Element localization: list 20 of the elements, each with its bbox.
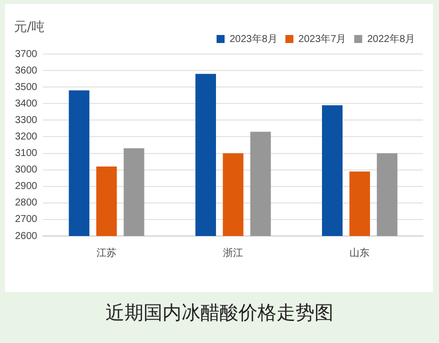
y-tick-label: 2900: [14, 181, 38, 192]
x-tick-label: 浙江: [223, 246, 244, 259]
y-tick-label: 3400: [14, 98, 38, 110]
y-tick-label: 2800: [14, 198, 38, 209]
legend-label: 2023年7月: [298, 32, 346, 45]
y-tick-label: 3000: [14, 164, 38, 176]
y-tick-label: 3500: [14, 82, 38, 93]
legend-label: 2022年8月: [367, 32, 416, 45]
y-tick-label: 3100: [14, 148, 38, 160]
y-tick-label: 2600: [14, 230, 38, 242]
y-axis-title: 元/吨: [14, 19, 44, 36]
y-tick-label: 3700: [14, 48, 38, 60]
y-tick-label: 3300: [14, 114, 38, 126]
text: 近期国内冰醋酸价格走势图: [104, 301, 334, 326]
y-tick-label: 2700: [14, 214, 38, 226]
x-tick-label: 江苏: [96, 246, 117, 259]
x-tick-label: 山东: [350, 246, 370, 259]
y-tick-label: 3600: [14, 65, 38, 76]
legend-label: 2023年8月: [230, 32, 278, 45]
y-tick-label: 3200: [14, 131, 38, 142]
